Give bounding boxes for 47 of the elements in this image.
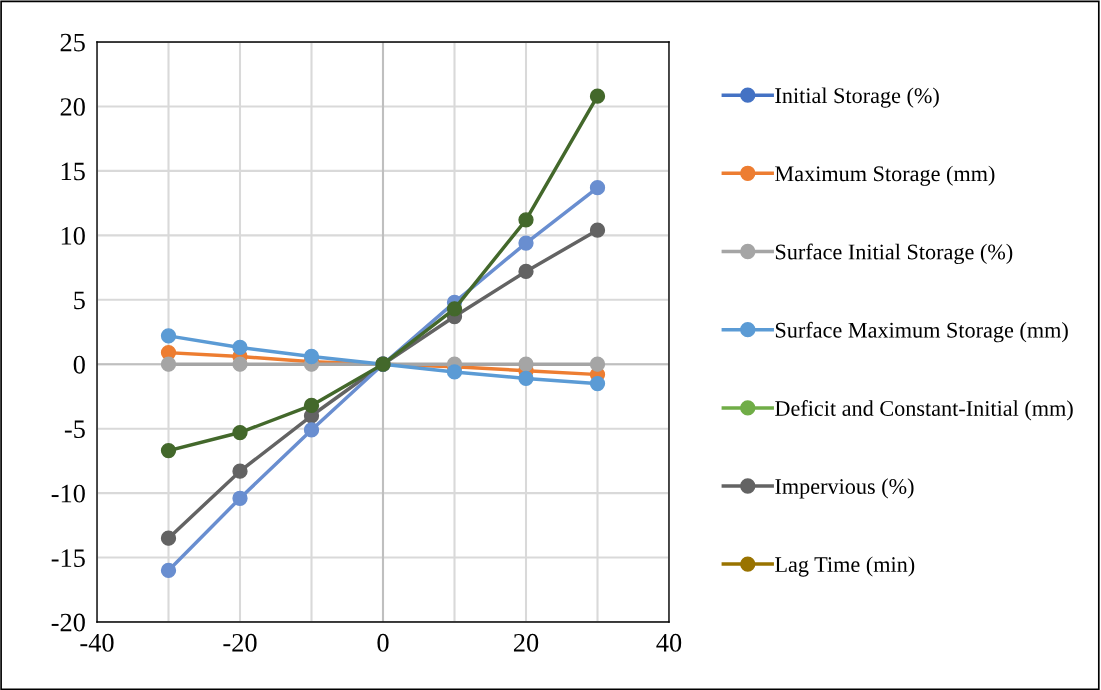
x-tick-label: -20 [223, 633, 257, 652]
x-tick-label: 20 [513, 633, 539, 652]
point [589, 88, 606, 104]
point [232, 490, 248, 506]
y-tick-label: -5 [64, 420, 85, 439]
legend-label: Deficit and Constant-Initial (mm) [775, 400, 1073, 421]
y-tick-label: -15 [51, 549, 85, 567]
point [518, 356, 534, 372]
y-tick-label: 25 [60, 33, 85, 52]
y-tick-label: -10 [51, 484, 85, 503]
point [518, 370, 534, 387]
legend-label: Impervious (%) [775, 478, 914, 499]
legend-label: Surface Maximum Storage (mm) [775, 321, 1068, 343]
point [518, 263, 534, 280]
point [589, 222, 606, 238]
point [303, 422, 320, 438]
point [160, 530, 177, 546]
point [232, 463, 248, 479]
point [232, 424, 248, 441]
y-tick-label: 10 [61, 226, 85, 245]
legend-label: Maximum Storage (mm) [775, 165, 995, 186]
y-tick-label: 15 [61, 162, 85, 181]
y-tick-label: -20 [51, 613, 85, 632]
point [446, 364, 463, 380]
x-tick-label: -40 [80, 633, 114, 652]
x-tick-label: 40 [656, 633, 682, 652]
point [160, 562, 177, 579]
point [303, 348, 320, 365]
point [160, 356, 177, 372]
legend-label: Lag Time (min) [775, 556, 915, 577]
point [160, 328, 177, 344]
point [232, 356, 248, 372]
y-tick-label: 5 [74, 291, 85, 310]
point [303, 397, 320, 414]
legend-label: Initial Storage (%) [775, 87, 939, 108]
point [589, 356, 606, 372]
point [446, 301, 463, 317]
x-tick-label: 0 [377, 633, 389, 652]
point [518, 212, 534, 228]
point [589, 375, 606, 392]
point [589, 180, 606, 196]
point [518, 235, 534, 251]
y-tick-label: 20 [60, 98, 85, 116]
point [232, 339, 248, 356]
legend-label: Surface Initial Storage (%) [775, 243, 1013, 265]
point [160, 442, 177, 459]
y-tick-label: 0 [73, 355, 85, 374]
